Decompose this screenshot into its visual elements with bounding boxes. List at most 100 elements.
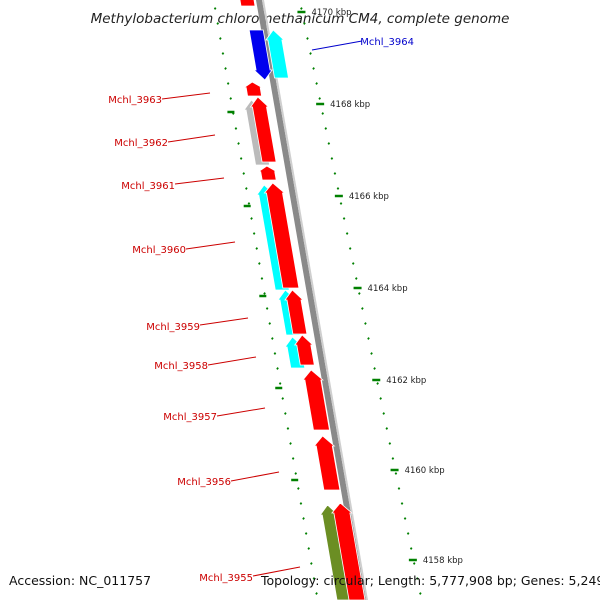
scale-label: 4158 kbp xyxy=(423,556,463,566)
tick-mark xyxy=(224,67,227,70)
label-leader-line xyxy=(311,40,363,51)
tick-mark xyxy=(245,187,248,190)
tick-mark xyxy=(330,157,334,160)
tick-mark xyxy=(278,382,282,385)
tick-mark xyxy=(333,172,337,175)
tick-mark xyxy=(263,292,266,295)
tick-mark xyxy=(234,127,238,130)
gene-arrow xyxy=(331,502,366,600)
tick-mark xyxy=(268,322,272,325)
tick-mark xyxy=(348,247,352,250)
gene-arrow xyxy=(265,29,289,79)
tick-mark xyxy=(406,532,410,535)
tick-mark xyxy=(300,7,303,10)
scale-label: 4170 kbp xyxy=(311,8,351,18)
tick-mark xyxy=(281,397,285,400)
tick-mark xyxy=(409,547,413,550)
tick-mark xyxy=(237,142,240,145)
tick-mark xyxy=(379,397,382,400)
tick-mark xyxy=(273,352,277,355)
tick-mark xyxy=(306,37,309,40)
tick-mark xyxy=(415,577,419,580)
tick-mark xyxy=(250,217,253,220)
tick-mark xyxy=(382,412,386,415)
tick-mark xyxy=(260,277,264,280)
tick-mark xyxy=(373,367,376,370)
map-title: Methylobacterium chloromethanicum CM4, c… xyxy=(91,11,510,27)
tick-mark xyxy=(339,202,343,205)
scale-label: 4160 kbp xyxy=(405,466,445,476)
scale-label: 4162 kbp xyxy=(386,376,426,386)
gene-arrow xyxy=(239,0,256,7)
tick-mark xyxy=(247,202,251,205)
gene-label: Mchl_3961 xyxy=(121,181,175,192)
tick-mark xyxy=(309,52,312,55)
tick-mark xyxy=(312,577,316,580)
gene-label: Mchl_3960 xyxy=(132,245,186,256)
tick-mark xyxy=(403,517,407,520)
tick-mark xyxy=(213,7,217,10)
tick-mark xyxy=(304,532,308,535)
tick-mark xyxy=(321,112,325,115)
accession-text: Accession: NC_011757 xyxy=(9,573,152,588)
gene-arrow xyxy=(294,334,315,366)
label-leader-line xyxy=(207,356,257,366)
tick-mark xyxy=(327,142,331,145)
topology-text: Topology: circular; Length: 5,777,908 bp… xyxy=(261,573,600,588)
gene-label: Mchl_3956 xyxy=(177,477,231,488)
label-leader-line xyxy=(252,566,301,577)
tick-mark xyxy=(239,157,243,160)
tick-mark xyxy=(255,247,259,250)
tick-mark xyxy=(391,457,395,460)
tick-mark xyxy=(412,562,416,565)
tick-mark xyxy=(229,97,233,100)
scale-label: 4168 kbp xyxy=(330,100,370,110)
backbone-highlight xyxy=(262,0,368,600)
tick-mark xyxy=(312,67,315,70)
tick-mark xyxy=(394,472,398,475)
gene-arrow xyxy=(249,96,277,163)
tick-mark xyxy=(284,412,287,415)
tick-mark xyxy=(226,82,230,85)
tick-mark xyxy=(310,562,313,565)
tick-mark xyxy=(336,187,340,190)
tick-mark xyxy=(315,592,318,595)
tick-mark xyxy=(221,52,225,55)
gene-label: Mchl_3957 xyxy=(163,412,217,423)
gene-features xyxy=(239,0,366,600)
tick-mark xyxy=(271,337,274,340)
tick-mark xyxy=(376,382,379,385)
tick-mark xyxy=(265,307,269,310)
tick-mark xyxy=(286,427,290,430)
gene-arrow xyxy=(302,369,330,431)
tick-mark xyxy=(252,232,256,235)
tick-mark xyxy=(354,277,358,280)
gene-arrow xyxy=(284,289,308,335)
tick-mark xyxy=(345,232,349,235)
tick-mark xyxy=(361,307,364,310)
tick-mark xyxy=(351,262,355,265)
tick-mark xyxy=(364,322,367,325)
genome-backbone xyxy=(256,0,366,600)
tick-mark xyxy=(299,502,303,505)
tick-mark xyxy=(303,22,306,25)
tick-mark xyxy=(370,352,373,355)
label-leader-line xyxy=(199,317,249,326)
tick-mark xyxy=(397,487,401,490)
tick-mark xyxy=(242,172,246,175)
label-leader-line xyxy=(161,92,211,100)
tick-marks: 4170 kbp 4168 kbp 4166 kbp 4164 kbp 4162 kbp… xyxy=(213,7,463,595)
tick-mark xyxy=(216,22,220,25)
gene-arrow xyxy=(242,81,264,97)
tick-mark xyxy=(289,442,292,445)
tick-mark xyxy=(324,127,328,130)
tick-mark xyxy=(358,292,361,295)
tick-mark xyxy=(302,517,305,520)
scale-label: 4166 kbp xyxy=(349,192,389,202)
gene-arrow xyxy=(248,29,273,81)
tick-mark xyxy=(385,427,389,430)
tick-mark xyxy=(419,592,422,595)
tick-mark xyxy=(276,367,279,370)
gene-label: Mchl_3959 xyxy=(146,322,200,333)
gene-arrow xyxy=(263,182,300,289)
